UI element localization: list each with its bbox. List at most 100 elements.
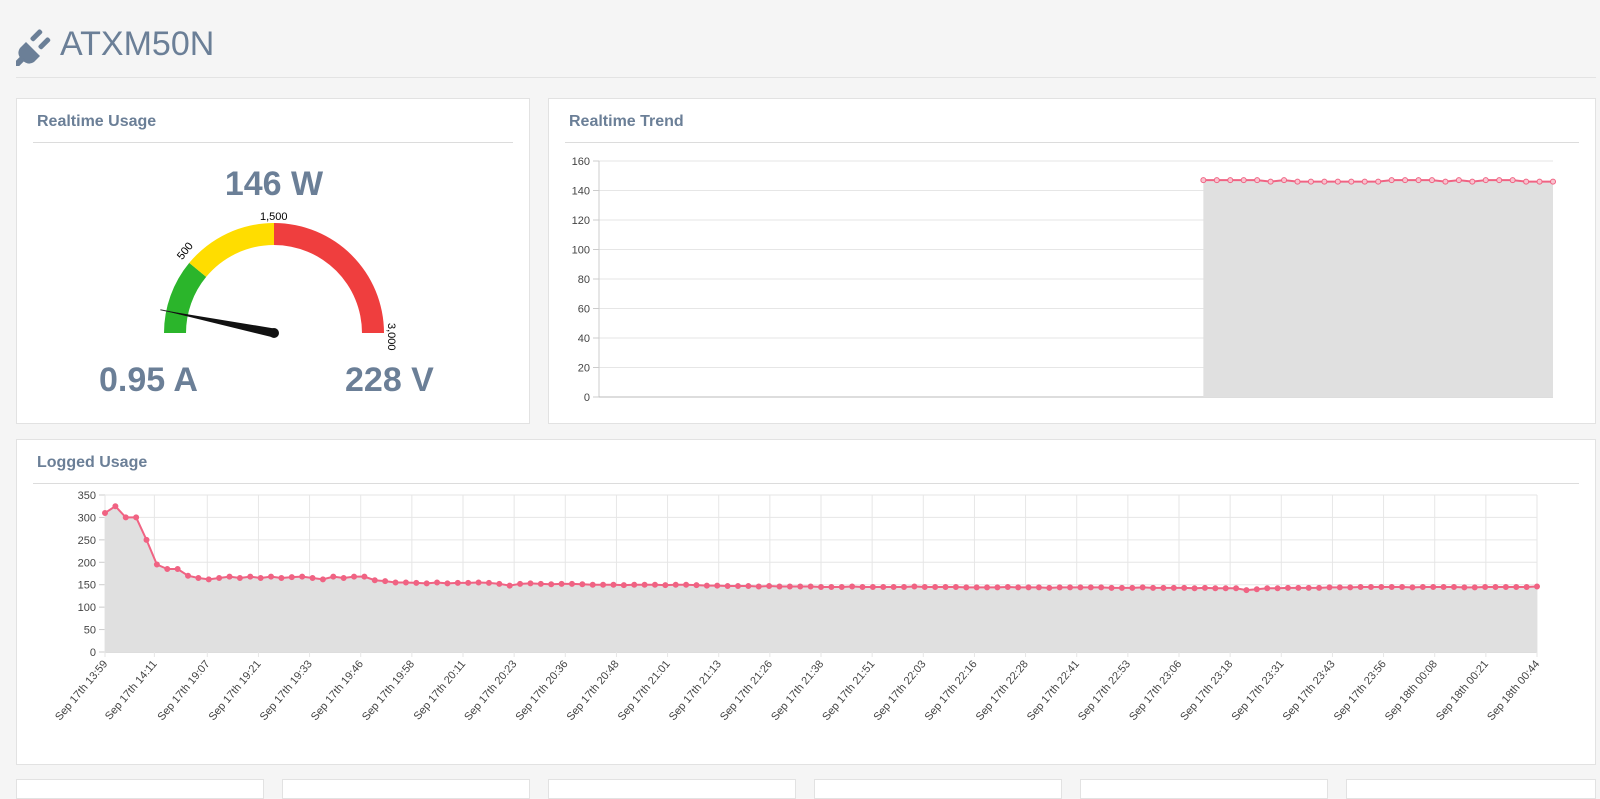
data-point[interactable] [921, 583, 928, 590]
data-point[interactable] [1181, 584, 1188, 591]
data-point[interactable] [1118, 584, 1125, 591]
data-point[interactable] [579, 581, 586, 588]
data-point[interactable] [589, 581, 596, 588]
data-point[interactable] [423, 580, 430, 587]
data-point[interactable] [413, 579, 420, 586]
data-point[interactable] [818, 583, 824, 590]
data-point[interactable] [299, 573, 306, 580]
data-point[interactable] [672, 581, 679, 588]
data-point[interactable] [1274, 585, 1281, 592]
data-point[interactable] [901, 583, 908, 590]
data-point[interactable] [869, 583, 876, 590]
data-point[interactable] [620, 582, 627, 589]
data-point[interactable] [662, 582, 669, 589]
data-point[interactable] [1388, 177, 1395, 184]
data-point[interactable] [1534, 583, 1540, 590]
data-point[interactable] [651, 581, 658, 588]
data-point[interactable] [1212, 585, 1219, 592]
data-point[interactable] [1222, 585, 1229, 592]
data-point[interactable] [1455, 177, 1462, 184]
data-point[interactable] [1004, 583, 1011, 590]
data-point[interactable] [963, 584, 970, 591]
data-point[interactable] [610, 581, 617, 588]
data-point[interactable] [226, 573, 233, 580]
data-point[interactable] [444, 580, 451, 587]
data-point[interactable] [454, 579, 461, 586]
data-point[interactable] [1509, 177, 1516, 184]
data-point[interactable] [205, 576, 212, 583]
data-point[interactable] [1430, 583, 1437, 590]
data-point[interactable] [1419, 583, 1426, 590]
data-point[interactable] [1077, 584, 1084, 591]
data-point[interactable] [1348, 178, 1355, 185]
data-point[interactable] [1336, 584, 1343, 591]
data-point[interactable] [475, 579, 482, 586]
data-point[interactable] [1281, 177, 1288, 184]
data-point[interactable] [952, 583, 959, 590]
data-point[interactable] [112, 503, 119, 510]
data-point[interactable] [849, 583, 856, 590]
data-point[interactable] [1139, 584, 1146, 591]
data-point[interactable] [1442, 178, 1449, 185]
data-point[interactable] [1267, 178, 1274, 185]
data-point[interactable] [1523, 583, 1530, 590]
data-point[interactable] [288, 574, 295, 581]
data-point[interactable] [558, 580, 565, 587]
data-point[interactable] [278, 574, 285, 581]
data-point[interactable] [1471, 584, 1478, 591]
data-point[interactable] [1469, 178, 1476, 185]
data-point[interactable] [496, 580, 503, 587]
data-point[interactable] [1098, 584, 1105, 591]
data-point[interactable] [631, 581, 638, 588]
data-point[interactable] [984, 584, 991, 591]
data-point[interactable] [434, 579, 441, 586]
data-point[interactable] [247, 573, 254, 580]
data-point[interactable] [1253, 586, 1260, 593]
data-point[interactable] [537, 580, 544, 587]
data-point[interactable] [1415, 177, 1422, 184]
data-point[interactable] [319, 576, 326, 583]
data-point[interactable] [797, 583, 804, 590]
data-point[interactable] [932, 583, 939, 590]
data-point[interactable] [714, 582, 721, 589]
data-point[interactable] [392, 579, 399, 586]
data-point[interactable] [1316, 584, 1323, 591]
data-point[interactable] [1334, 178, 1341, 185]
data-point[interactable] [382, 578, 389, 585]
data-point[interactable] [143, 536, 150, 543]
data-point[interactable] [517, 580, 524, 587]
data-point[interactable] [1170, 584, 1177, 591]
data-point[interactable] [859, 583, 866, 590]
data-point[interactable] [828, 583, 835, 590]
data-point[interactable] [1513, 583, 1520, 590]
data-point[interactable] [1450, 583, 1457, 590]
data-point[interactable] [1295, 584, 1302, 591]
data-point[interactable] [890, 583, 897, 590]
data-point[interactable] [745, 583, 752, 590]
data-point[interactable] [1326, 584, 1333, 591]
data-point[interactable] [1087, 584, 1094, 591]
data-point[interactable] [1284, 584, 1291, 591]
data-point[interactable] [1347, 584, 1354, 591]
data-point[interactable] [1129, 584, 1136, 591]
data-point[interactable] [102, 509, 108, 516]
data-point[interactable] [724, 583, 731, 590]
data-point[interactable] [185, 572, 192, 579]
data-point[interactable] [361, 573, 368, 580]
data-point[interactable] [786, 583, 793, 590]
data-point[interactable] [122, 514, 129, 521]
data-point[interactable] [1108, 584, 1115, 591]
data-point[interactable] [1550, 178, 1556, 185]
data-point[interactable] [402, 579, 409, 586]
data-point[interactable] [1305, 584, 1312, 591]
data-point[interactable] [1378, 583, 1385, 590]
data-point[interactable] [1213, 177, 1220, 184]
data-point[interactable] [371, 577, 378, 584]
data-point[interactable] [755, 583, 762, 590]
data-point[interactable] [1150, 584, 1157, 591]
data-point[interactable] [1428, 177, 1435, 184]
data-point[interactable] [268, 573, 275, 580]
data-point[interactable] [1357, 583, 1364, 590]
data-point[interactable] [1160, 584, 1167, 591]
data-point[interactable] [1035, 584, 1042, 591]
